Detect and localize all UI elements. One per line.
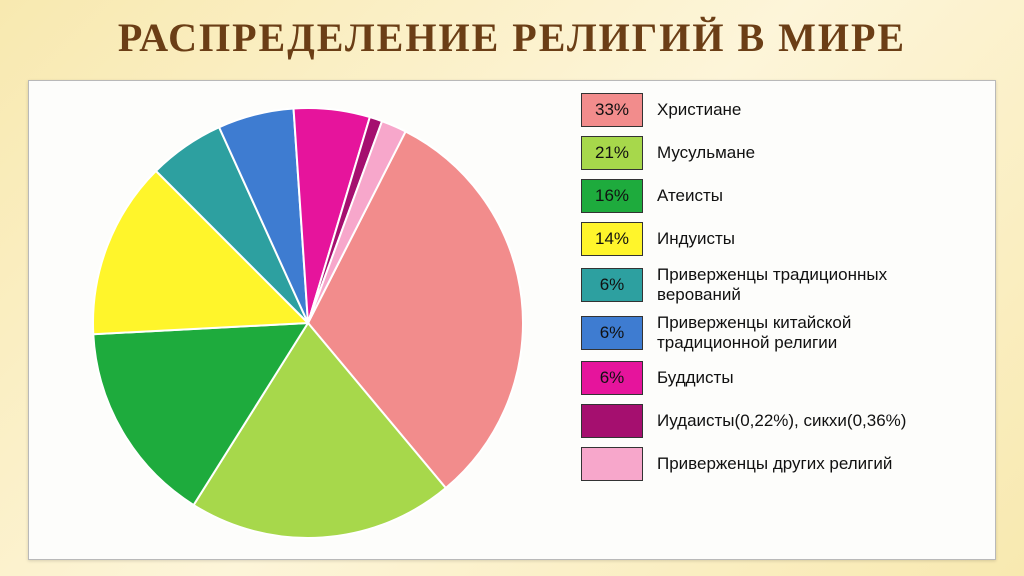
canvas: РАСПРЕДЕЛЕНИЕ РЕЛИГИЙ В МИРЕ 33%Христиан… (0, 0, 1024, 576)
legend-label: Мусульмане (643, 143, 755, 163)
chart-content: 33%Христиане21%Мусульмане16%Атеисты14%Ин… (43, 91, 981, 549)
legend-swatch: 6% (581, 316, 643, 350)
pie-wrap (43, 91, 573, 551)
legend-item: 16%Атеисты (581, 179, 981, 213)
legend-label: Атеисты (643, 186, 723, 206)
legend-swatch: 33% (581, 93, 643, 127)
legend-item: Иудаисты(0,22%), сикхи(0,36%) (581, 404, 981, 438)
legend-swatch: 16% (581, 179, 643, 213)
legend-item: 6%Приверженцы китайской традиционной рел… (581, 313, 981, 352)
legend-item: 6%Буддисты (581, 361, 981, 395)
legend-label: Христиане (643, 100, 741, 120)
pie-chart (78, 101, 538, 541)
page-title: РАСПРЕДЕЛЕНИЕ РЕЛИГИЙ В МИРЕ (0, 0, 1024, 61)
legend: 33%Христиане21%Мусульмане16%Атеисты14%Ин… (573, 91, 981, 549)
chart-frame: 33%Христиане21%Мусульмане16%Атеисты14%Ин… (28, 80, 996, 560)
legend-label: Индуисты (643, 229, 735, 249)
legend-item: 21%Мусульмане (581, 136, 981, 170)
legend-swatch: 14% (581, 222, 643, 256)
legend-label: Буддисты (643, 368, 734, 388)
legend-swatch: 6% (581, 268, 643, 302)
legend-item: Приверженцы других религий (581, 447, 981, 481)
legend-label: Приверженцы традиционных верований (643, 265, 943, 304)
legend-item: 6%Приверженцы традиционных верований (581, 265, 981, 304)
legend-item: 14%Индуисты (581, 222, 981, 256)
legend-swatch: 6% (581, 361, 643, 395)
legend-label: Приверженцы китайской традиционной религ… (643, 313, 943, 352)
legend-label: Приверженцы других религий (643, 454, 892, 474)
legend-swatch (581, 404, 643, 438)
legend-swatch: 21% (581, 136, 643, 170)
legend-label: Иудаисты(0,22%), сикхи(0,36%) (643, 411, 906, 431)
legend-item: 33%Христиане (581, 93, 981, 127)
legend-swatch (581, 447, 643, 481)
